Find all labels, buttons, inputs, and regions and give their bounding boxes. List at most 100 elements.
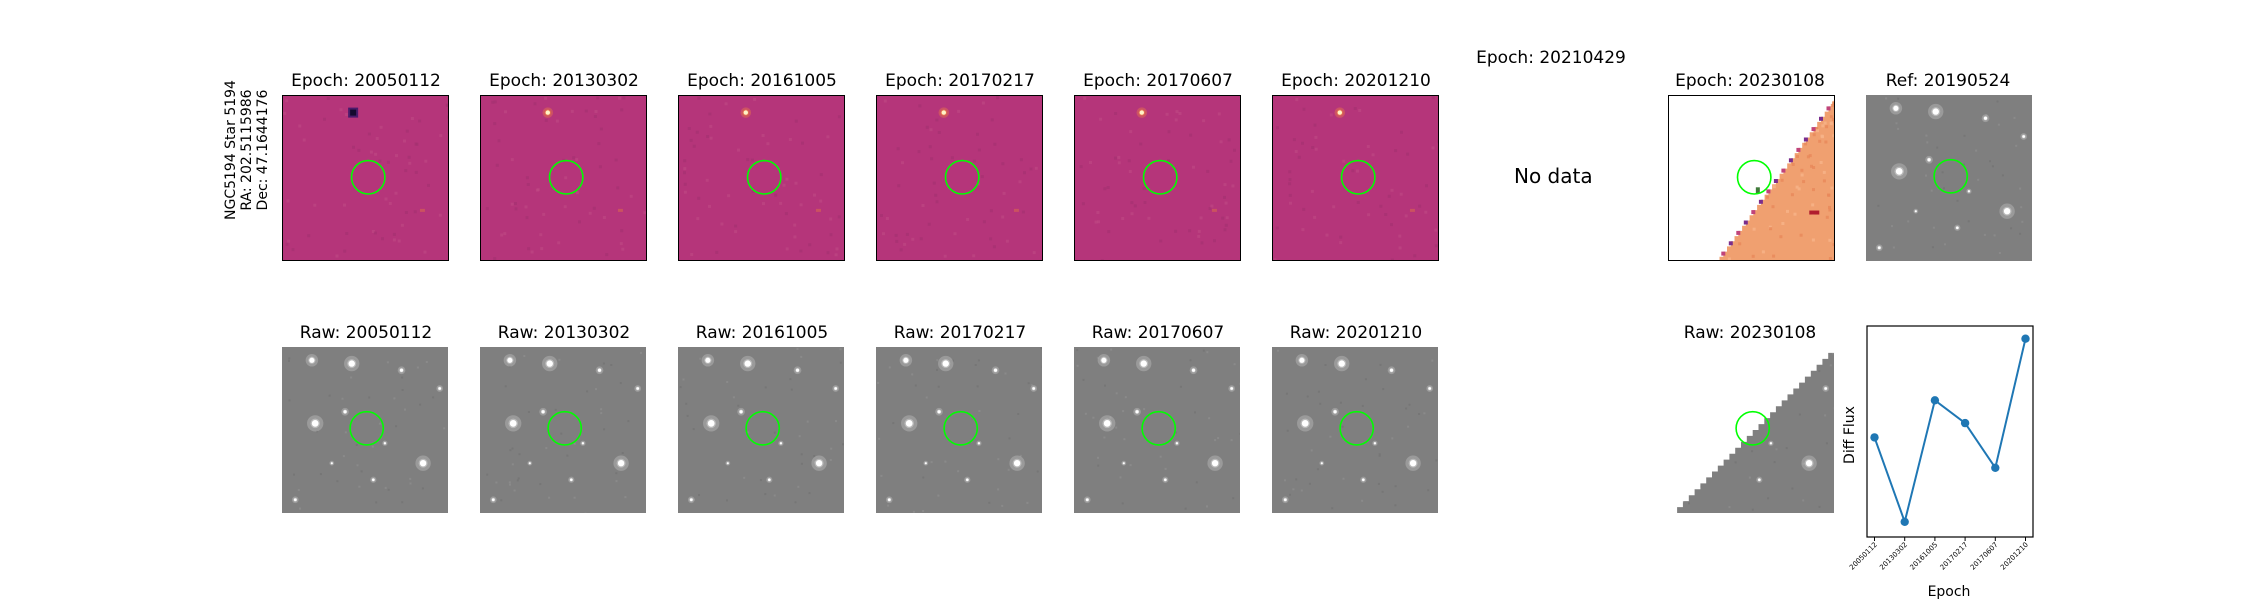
star-source [1297, 415, 1313, 431]
star-source [1296, 354, 1308, 366]
star-source [938, 356, 953, 371]
star-source [580, 441, 585, 446]
star-source [1913, 209, 1918, 214]
diff-image [876, 95, 1043, 261]
star-source [1966, 189, 1971, 194]
star-source [811, 456, 826, 471]
star-source [1319, 461, 1324, 466]
star-source [1891, 163, 1907, 179]
x-tick-label: 20161005 [1908, 541, 1939, 572]
x-tick-label: 20170607 [1969, 541, 2000, 572]
star-source [1890, 102, 1902, 114]
star-source [923, 461, 928, 466]
star-source [1207, 456, 1222, 471]
star-source [688, 496, 695, 503]
star-source [1388, 366, 1396, 374]
star-source [1084, 496, 1091, 503]
star-source [1228, 385, 1235, 392]
star-source [1372, 441, 1377, 446]
star-source [398, 366, 406, 374]
star-source [1137, 107, 1148, 118]
no-data-text: No data [1514, 164, 1593, 188]
star-source [1331, 408, 1339, 416]
star-source [1009, 456, 1024, 471]
star-source [1098, 354, 1110, 366]
star-source [1133, 408, 1141, 416]
reference-image [1866, 95, 2032, 261]
star-source [1282, 496, 1289, 503]
star-source [341, 408, 349, 416]
star-source [344, 356, 359, 371]
star-source [1801, 456, 1816, 471]
diff-image [480, 95, 647, 261]
data-point [1870, 433, 1878, 441]
star-source [370, 477, 376, 483]
star-source [1360, 477, 1366, 483]
raw-image [678, 347, 844, 513]
star-source [832, 385, 839, 392]
star-source [901, 415, 917, 431]
data-point [1961, 419, 1969, 427]
panel-title: Ref: 20190524 [1828, 71, 2068, 91]
star-source [1030, 385, 1037, 392]
star-source [542, 356, 557, 371]
panel-title: Epoch: 20201210 [1236, 71, 1476, 91]
data-point [2021, 335, 2029, 343]
star-source [539, 408, 547, 416]
star-source [1162, 477, 1168, 483]
star-source [1335, 107, 1346, 118]
star-source [490, 496, 497, 503]
raw-image [1272, 347, 1438, 513]
star-source [794, 366, 802, 374]
star-source [634, 385, 641, 392]
star-source [505, 415, 521, 431]
target-dec: Dec: 47.1644176 [255, 80, 271, 220]
diff-image [1272, 95, 1439, 261]
star-source [1925, 156, 1933, 164]
star-source [613, 456, 628, 471]
raw-image [1074, 347, 1240, 513]
partial-diff-image [1668, 95, 1835, 261]
star-source [1136, 356, 1151, 371]
star-source [886, 496, 893, 503]
star-source [1982, 114, 1990, 122]
plot-frame [1867, 326, 2033, 537]
star-source [382, 441, 387, 446]
star-source [725, 461, 730, 466]
x-tick-label: 20170217 [1939, 541, 1970, 572]
star-source [292, 496, 299, 503]
star-source [1954, 225, 1960, 231]
diff-image [678, 95, 845, 261]
star-source [436, 385, 443, 392]
raw-image [480, 347, 646, 513]
star-source [939, 107, 950, 118]
target-name: NGC5194 Star 5194 [223, 80, 239, 220]
star-source [527, 461, 532, 466]
star-source [1426, 385, 1433, 392]
data-point [1931, 396, 1939, 404]
panel-title: Epoch: 20210429 [1431, 48, 1671, 68]
data-point [1901, 518, 1909, 526]
star-source [741, 107, 752, 118]
star-source [737, 408, 745, 416]
diff-image [1074, 95, 1241, 261]
target-ra: RA: 202.5115986 [239, 80, 255, 220]
x-tick-label: 20050112 [1848, 541, 1879, 572]
x-tick-label: 20201210 [1999, 541, 2030, 572]
star-source [329, 461, 334, 466]
star-source [1121, 461, 1126, 466]
star-source [992, 366, 1000, 374]
star-source [1768, 441, 1773, 446]
y-axis-label: Diff Flux [1842, 406, 1858, 464]
star-source [1405, 456, 1420, 471]
diff-image [282, 95, 449, 261]
star-source [976, 441, 981, 446]
star-source [307, 415, 323, 431]
diff-flux-line [1875, 339, 2026, 522]
star-source [703, 415, 719, 431]
star-source [1174, 441, 1179, 446]
star-source [935, 408, 943, 416]
star-source [1999, 204, 2014, 219]
